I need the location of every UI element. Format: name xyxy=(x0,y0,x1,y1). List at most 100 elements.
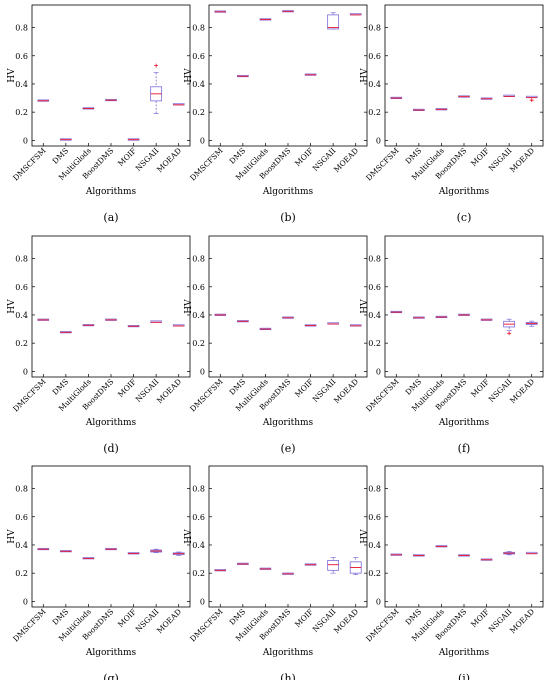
box-NSGAII xyxy=(327,557,340,574)
y-tick-label: 0.6 xyxy=(15,52,28,61)
y-tick-label: 0 xyxy=(23,136,28,145)
y-tick-label: 0.8 xyxy=(15,485,28,494)
y-axis-label: HV xyxy=(7,299,17,314)
box-NSGAII xyxy=(503,318,516,336)
box-BoostDMS xyxy=(458,95,470,98)
box-BoostDMS xyxy=(458,313,470,316)
box-BoostDMS xyxy=(282,10,294,13)
x-tick-label: MOEAD xyxy=(332,146,360,174)
box-DMSCFSM xyxy=(390,310,403,314)
box-MOEAD xyxy=(525,320,538,327)
x-axis-label: Algorithms xyxy=(262,648,314,658)
box-MultiGlods xyxy=(82,107,95,110)
x-tick-label: DMS xyxy=(404,607,424,627)
box-MOIF xyxy=(480,318,493,321)
box-BoostDMS xyxy=(105,547,117,551)
axes-frame xyxy=(384,465,544,608)
y-tick-label: 0.8 xyxy=(192,485,205,494)
y-tick-label: 0.8 xyxy=(192,24,205,33)
panel-label: (e) xyxy=(280,442,295,455)
box-MOEAD xyxy=(525,95,538,103)
x-axis-label: Algorithms xyxy=(262,187,314,197)
y-tick-label: 0.2 xyxy=(368,569,381,578)
y-tick-label: 0 xyxy=(376,367,381,376)
x-tick-label: DMSCFSM xyxy=(188,607,225,644)
y-tick-label: 0 xyxy=(200,367,205,376)
y-tick-label: 0.8 xyxy=(192,255,205,264)
box-MOIF xyxy=(304,73,317,76)
box-MultiGlods xyxy=(435,545,448,548)
panel-label: (h) xyxy=(280,672,296,680)
box-NSGAII xyxy=(150,63,163,114)
y-tick-label: 0.6 xyxy=(15,283,28,292)
box-DMS xyxy=(413,316,425,319)
x-tick-label: DMSCFSM xyxy=(11,607,48,644)
box-BoostDMS xyxy=(282,572,294,575)
x-tick-label: DMS xyxy=(228,607,248,627)
x-tick-label: DMS xyxy=(228,377,248,397)
box-DMSCFSM xyxy=(37,318,50,321)
y-tick-label: 0.2 xyxy=(192,569,205,578)
x-tick-label: DMSCFSM xyxy=(11,377,48,414)
box-DMSCFSM xyxy=(390,96,403,100)
box-DMS xyxy=(237,562,249,565)
x-tick-label: DMS xyxy=(51,146,71,166)
y-axis-label: HV xyxy=(360,68,370,83)
box-MultiGlods xyxy=(435,315,448,319)
axes-frame xyxy=(208,235,368,378)
box-MultiGlods xyxy=(82,324,95,327)
y-tick-label: 0.4 xyxy=(368,311,381,320)
x-tick-label: MOEAD xyxy=(155,607,183,635)
box-NSGAII xyxy=(503,551,516,556)
y-tick-label: 0.2 xyxy=(192,339,205,348)
y-tick-label: 0.4 xyxy=(192,541,205,550)
y-tick-label: 0.2 xyxy=(15,339,28,348)
box-NSGAII xyxy=(150,320,162,323)
x-tick-label: DMS xyxy=(51,377,71,397)
y-axis-label: HV xyxy=(184,68,194,83)
y-tick-label: 0.8 xyxy=(368,255,381,264)
box-DMS xyxy=(413,554,425,557)
axes-frame xyxy=(31,4,191,147)
x-tick-label: DMSCFSM xyxy=(364,146,401,183)
x-axis-label: Algorithms xyxy=(85,648,137,658)
y-tick-label: 0.2 xyxy=(15,108,28,117)
y-tick-label: 0 xyxy=(200,136,205,145)
box-NSGAII xyxy=(150,548,163,554)
box-MOEAD xyxy=(172,551,185,556)
box-MOIF xyxy=(480,558,493,561)
box-MultiGlods xyxy=(259,18,272,21)
y-axis-label: HV xyxy=(360,529,370,544)
x-tick-label: DMSCFSM xyxy=(188,146,225,183)
x-tick-label: MOEAD xyxy=(508,146,536,174)
box-DMSCFSM xyxy=(390,553,403,556)
axes-frame xyxy=(208,465,368,608)
y-tick-label: 0.4 xyxy=(15,80,28,89)
y-tick-label: 0.8 xyxy=(368,24,381,33)
y-tick-label: 0.8 xyxy=(15,24,28,33)
box-MOEAD xyxy=(349,324,362,327)
box-MOEAD xyxy=(349,13,362,16)
y-axis-label: HV xyxy=(7,68,17,83)
box-iqr xyxy=(327,14,340,30)
box-MultiGlods xyxy=(82,557,95,560)
x-tick-label: DMSCFSM xyxy=(364,377,401,414)
x-axis-label: Algorithms xyxy=(438,418,490,428)
y-tick-label: 0.6 xyxy=(192,513,205,522)
panel-label: (f) xyxy=(458,442,471,455)
x-tick-label: MOEAD xyxy=(332,607,360,635)
panel-label: (g) xyxy=(103,672,119,680)
box-MOIF xyxy=(304,324,317,327)
axes-frame xyxy=(31,465,191,608)
box-MOEAD xyxy=(349,557,362,575)
y-tick-label: 0.4 xyxy=(192,311,205,320)
axes-frame xyxy=(31,235,191,378)
y-tick-label: 0 xyxy=(200,597,205,606)
x-tick-label: MOEAD xyxy=(155,146,183,174)
